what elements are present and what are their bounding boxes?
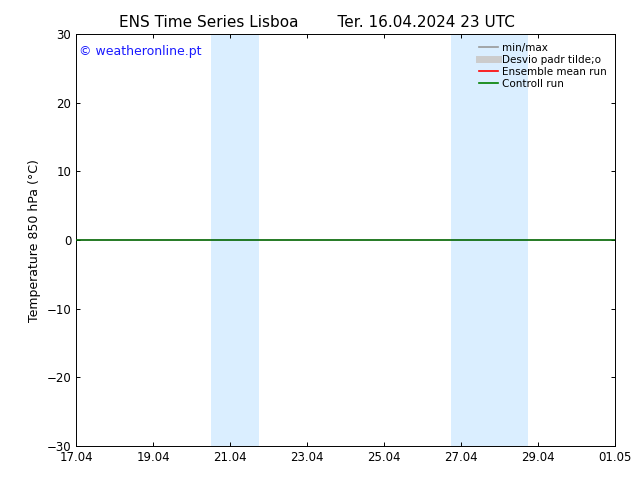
Bar	[451, 34, 528, 446]
Legend: min/max, Desvio padr tilde;o, Ensemble mean run, Controll run: min/max, Desvio padr tilde;o, Ensemble m…	[476, 40, 610, 92]
Text: © weatheronline.pt: © weatheronline.pt	[79, 45, 201, 58]
Text: ENS Time Series Lisboa        Ter. 16.04.2024 23 UTC: ENS Time Series Lisboa Ter. 16.04.2024 2…	[119, 15, 515, 30]
Bar	[210, 34, 259, 446]
Y-axis label: Temperature 850 hPa (°C): Temperature 850 hPa (°C)	[28, 159, 41, 321]
